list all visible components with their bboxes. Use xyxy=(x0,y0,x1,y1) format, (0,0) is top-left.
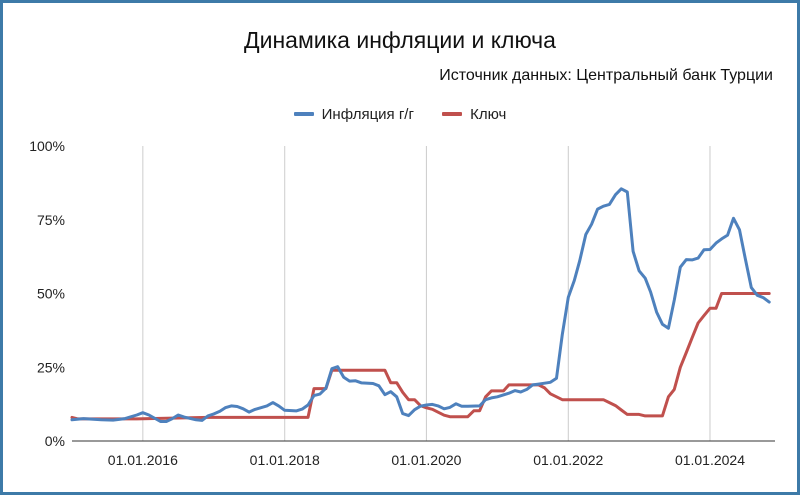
y-tick-label: 50% xyxy=(37,286,65,302)
y-tick-label: 25% xyxy=(37,359,65,375)
chart-subtitle: Источник данных: Центральный банк Турции xyxy=(439,67,773,84)
legend-item-inflation[interactable]: Инфляция г/г xyxy=(293,105,414,123)
legend-swatch-key-rate xyxy=(442,112,463,116)
x-tick-label: 01.01.2024 xyxy=(675,452,745,468)
y-tick-label: 100% xyxy=(29,138,65,154)
x-tick-label: 01.01.2018 xyxy=(250,452,320,468)
chart-legend: Инфляция г/г Ключ xyxy=(3,103,797,123)
series-line-inflation xyxy=(70,187,771,423)
series-line-key-rate xyxy=(70,292,771,421)
x-tick-label: 01.01.2022 xyxy=(533,452,603,468)
y-tick-label: 75% xyxy=(37,212,65,228)
x-tick-label: 01.01.2020 xyxy=(391,452,461,468)
legend-swatch-inflation xyxy=(293,112,314,116)
legend-label-key-rate: Ключ xyxy=(470,105,507,123)
legend-item-key-rate[interactable]: Ключ xyxy=(442,106,506,123)
legend-label-inflation: Инфляция г/г xyxy=(321,105,414,123)
y-tick-label: 0% xyxy=(45,433,65,449)
chart-title: Динамика инфляции и ключа xyxy=(244,27,556,53)
x-tick-label: 01.01.2016 xyxy=(108,452,178,468)
